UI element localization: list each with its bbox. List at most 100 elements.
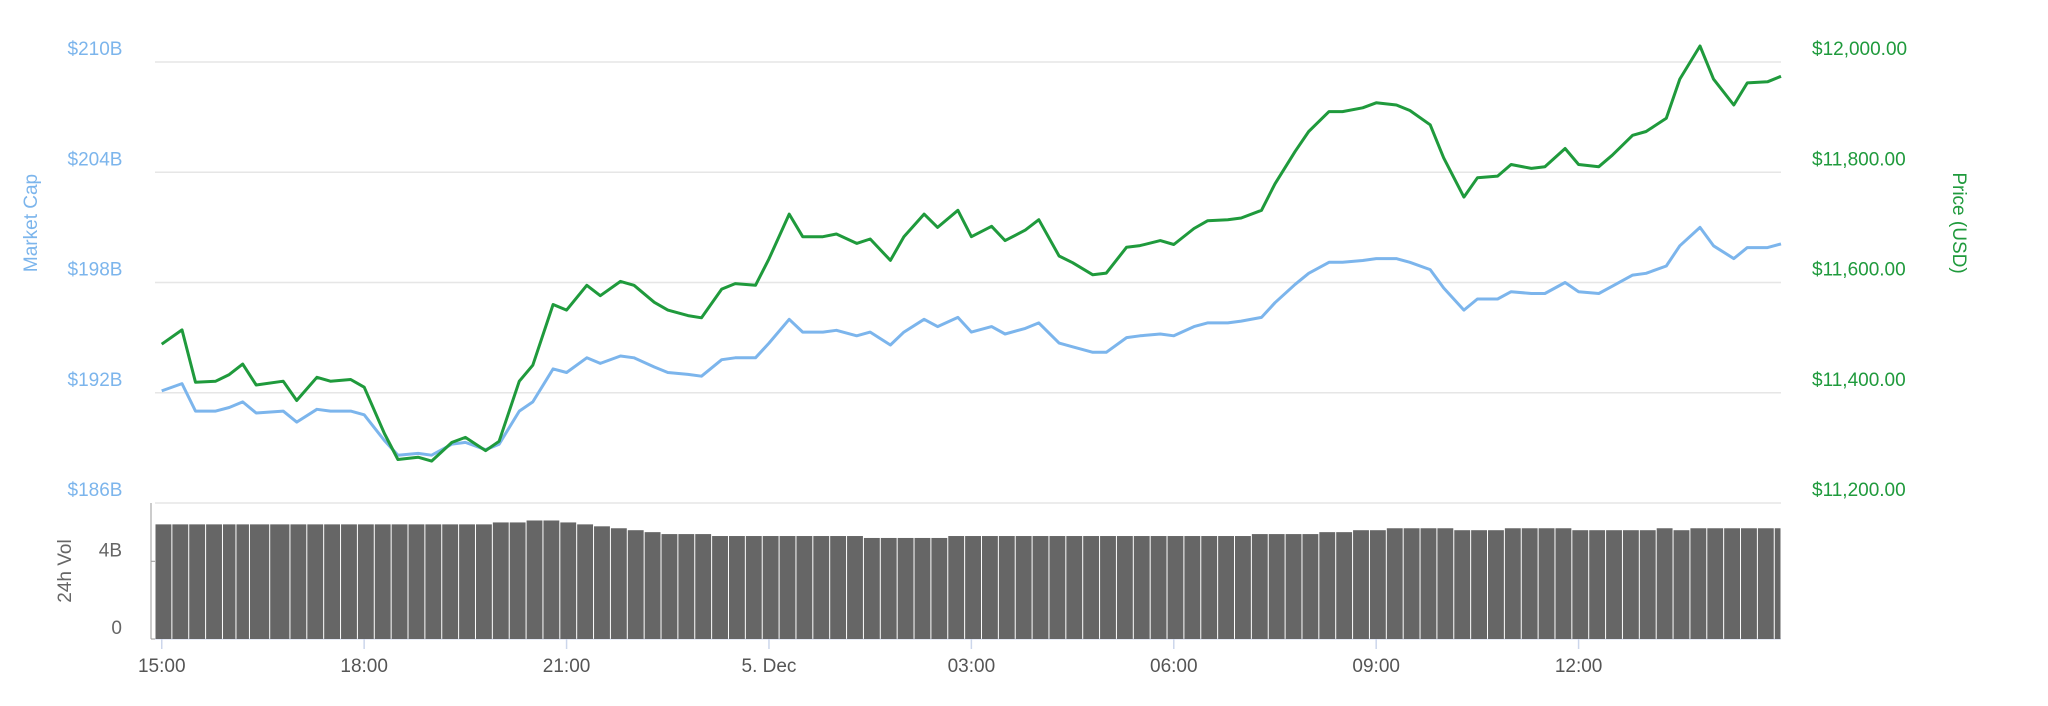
price-line <box>160 44 1782 463</box>
volume-bar <box>172 524 189 639</box>
volume-bar <box>1015 536 1032 639</box>
volume-bar <box>1302 534 1319 639</box>
volume-bar <box>1521 528 1538 639</box>
volume-bar <box>762 536 779 639</box>
volume-bar <box>1336 532 1353 639</box>
y2-tick-label: $11,800.00 <box>1812 149 1906 170</box>
volume-bar <box>442 524 459 639</box>
x-tick-label: 5. Dec <box>742 656 797 677</box>
volume-bar <box>1218 536 1235 639</box>
volume-bar <box>594 526 610 639</box>
volume-bar <box>290 524 307 639</box>
volume-bar <box>1150 536 1167 639</box>
volume-bar <box>880 537 897 639</box>
y-tick-label: $198B <box>68 260 123 281</box>
volume-bar <box>341 524 357 639</box>
x-tick-label: 15:00 <box>138 656 186 677</box>
volume-bar <box>1504 528 1521 639</box>
volume-bar <box>1572 530 1589 639</box>
volume-bar <box>475 524 492 639</box>
volume-bar <box>222 524 236 639</box>
volume-bar <box>189 524 206 639</box>
volume-bar <box>1555 528 1572 639</box>
x-tick-label: 18:00 <box>340 656 388 677</box>
volume-bar <box>1066 536 1083 639</box>
volume-bar <box>492 522 509 639</box>
volume-bar <box>560 522 577 639</box>
x-tick-label: 12:00 <box>1555 656 1603 677</box>
volume-bar <box>1471 530 1488 639</box>
volume-bar <box>678 534 695 639</box>
volume-bar <box>526 520 543 639</box>
volume-bar <box>1032 536 1049 639</box>
volume-bar <box>847 536 863 639</box>
volume-bar <box>1319 532 1336 639</box>
x-tick-label: 06:00 <box>1150 656 1198 677</box>
volume-bar <box>509 522 526 639</box>
volume-bar <box>813 536 830 639</box>
volume-bar <box>1589 530 1606 639</box>
y-tick-label: $204B <box>68 149 123 170</box>
volume-bar <box>459 524 475 639</box>
y2-tick-label: $11,600.00 <box>1812 260 1906 281</box>
volume-bar <box>779 536 796 639</box>
volume-bar <box>998 536 1015 639</box>
volume-bar <box>1690 528 1707 639</box>
volume-bar <box>914 537 931 639</box>
volume-bar <box>1353 530 1369 639</box>
volume-bar <box>695 534 712 639</box>
y2-axis-title: Price (USD) <box>1948 172 1969 273</box>
y2-tick-label: $12,000.00 <box>1812 39 1907 60</box>
y3-axis-title: 24h Vol <box>55 539 76 602</box>
volume-bar <box>1606 530 1622 639</box>
volume-bar <box>981 536 998 639</box>
volume-bar <box>1133 536 1150 639</box>
y2-tick-label: $11,200.00 <box>1812 480 1906 501</box>
volume-bar <box>948 536 965 639</box>
volume-bar <box>1167 536 1184 639</box>
volume-bar <box>644 532 661 639</box>
x-tick-label: 09:00 <box>1352 656 1400 677</box>
volume-bar <box>543 520 560 639</box>
volume-bar <box>1100 536 1116 639</box>
volume-bar <box>1488 530 1504 639</box>
volume-bar <box>1049 536 1066 639</box>
y-tick-label: $192B <box>68 370 123 391</box>
volume-bar <box>1656 528 1673 639</box>
volume-bar <box>324 524 341 639</box>
volume-bar <box>374 524 391 639</box>
volume-bar <box>1757 528 1774 639</box>
volume-bar <box>1741 528 1757 639</box>
volume-bar <box>1454 530 1471 639</box>
volume-bar <box>206 524 222 639</box>
volume-bar <box>931 537 948 639</box>
y3-tick-label: 4B <box>99 540 122 561</box>
volume-bar <box>1184 536 1201 639</box>
y-axis-title: Market Cap <box>21 174 42 272</box>
volume-bar <box>965 536 981 639</box>
y2-tick-label: $11,400.00 <box>1812 370 1906 391</box>
volume-bar <box>745 536 762 639</box>
volume-bar <box>1538 528 1555 639</box>
volume-bar <box>307 524 324 639</box>
volume-bar <box>1285 534 1302 639</box>
volume-bar <box>1083 536 1100 639</box>
volume-bar <box>155 524 172 639</box>
volume-bar <box>357 524 374 639</box>
volume-bar <box>712 536 728 639</box>
volume-bar <box>1673 530 1690 639</box>
volume-bar <box>897 537 914 639</box>
volume-bar <box>1622 530 1639 639</box>
volume-bar <box>577 524 594 639</box>
volume-bar <box>1437 528 1454 639</box>
volume-bar <box>236 524 249 639</box>
volume-bar <box>249 524 270 639</box>
y3-tick-label: 0 <box>111 618 122 639</box>
price-line <box>161 225 1782 457</box>
volume-bar <box>391 524 408 639</box>
volume-bar <box>270 524 290 639</box>
volume-bar <box>1707 528 1724 639</box>
volume-bar <box>1403 528 1420 639</box>
volume-bar <box>1774 528 1781 639</box>
y-tick-label: $210B <box>68 39 123 60</box>
